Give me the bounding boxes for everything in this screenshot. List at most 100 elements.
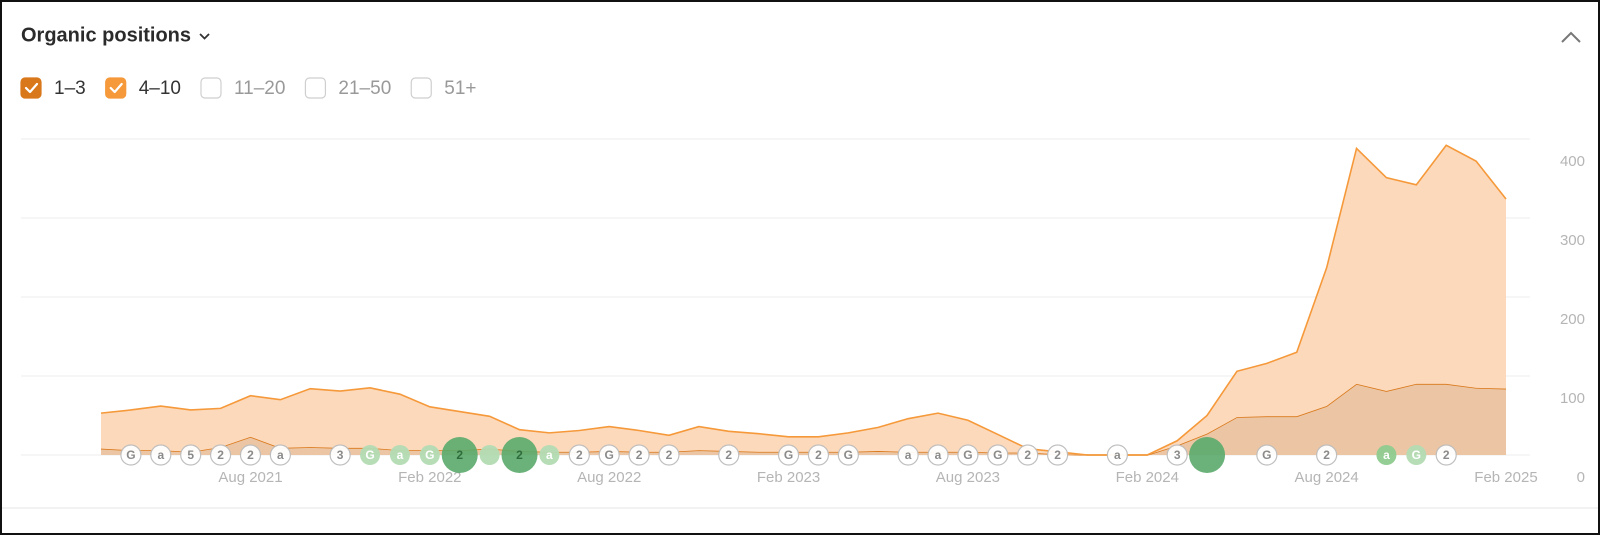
event-marker[interactable] [1189, 437, 1226, 473]
event-marker[interactable]: 2 [718, 444, 740, 466]
event-marker[interactable] [479, 445, 500, 465]
event-marker[interactable]: a [1106, 444, 1128, 466]
event-marker[interactable]: a [897, 444, 919, 466]
y-tick-label: 400 [1560, 153, 1585, 170]
event-circle[interactable] [1017, 444, 1039, 466]
legend-item[interactable]: 1–3 [20, 77, 86, 99]
checkbox[interactable] [200, 77, 222, 99]
legend-item[interactable]: 51+ [410, 77, 477, 99]
title-button[interactable]: Organic positions [21, 24, 210, 46]
legend-item[interactable]: 21–50 [304, 77, 391, 99]
legend-label[interactable]: 21–50 [338, 78, 391, 99]
event-circle[interactable] [1376, 445, 1397, 465]
event-circle[interactable] [658, 444, 680, 466]
x-tick-label: Feb 2023 [757, 469, 820, 486]
event-circle[interactable] [927, 444, 949, 466]
y-tick-label: 100 [1560, 390, 1585, 407]
event-circle[interactable] [329, 444, 351, 466]
event-circle[interactable] [777, 444, 800, 466]
event-marker[interactable]: G [837, 444, 859, 466]
event-circle[interactable] [239, 444, 262, 466]
event-circle[interactable] [987, 444, 1009, 466]
event-circle[interactable] [419, 445, 440, 465]
legend-label[interactable]: 1–3 [54, 78, 86, 99]
event-marker[interactable]: 3 [329, 444, 351, 466]
event-marker[interactable]: G [360, 445, 381, 465]
event-marker[interactable]: 2 [807, 444, 830, 466]
collapse-button[interactable] [1561, 31, 1581, 43]
event-label: 2 [1024, 448, 1031, 462]
checkmark [109, 82, 123, 94]
event-circle[interactable] [598, 444, 620, 466]
checkbox[interactable] [304, 77, 327, 99]
event-circle[interactable] [1046, 444, 1069, 466]
panel-title[interactable]: Organic positions [21, 24, 191, 46]
event-marker[interactable]: G [120, 444, 142, 466]
event-marker[interactable]: 3 [1166, 444, 1188, 466]
event-circle[interactable] [441, 437, 478, 473]
event-marker[interactable]: G [598, 444, 620, 466]
event-circle[interactable] [389, 445, 410, 465]
legend-label[interactable]: 4–10 [139, 78, 181, 99]
event-circle[interactable] [1106, 444, 1128, 466]
event-marker[interactable]: 2 [209, 444, 232, 466]
legend-label[interactable]: 51+ [444, 78, 476, 99]
event-marker[interactable]: 2 [1017, 444, 1039, 466]
event-marker[interactable]: 2 [658, 444, 680, 466]
event-marker[interactable]: G [419, 445, 440, 465]
checkbox[interactable] [20, 77, 42, 99]
checkbox[interactable] [410, 77, 432, 99]
event-marker[interactable]: 5 [180, 444, 202, 466]
event-circle[interactable] [120, 444, 142, 466]
event-circle[interactable] [501, 437, 538, 473]
event-marker[interactable]: 2 [568, 444, 590, 466]
event-circle[interactable] [209, 444, 232, 466]
event-marker[interactable]: 2 [1316, 444, 1338, 466]
event-circle[interactable] [1316, 444, 1338, 466]
event-circle[interactable] [628, 444, 650, 466]
event-marker[interactable]: a [927, 444, 949, 466]
event-marker[interactable]: G [957, 444, 979, 466]
event-circle[interactable] [180, 444, 202, 466]
event-marker[interactable]: G [1256, 444, 1278, 466]
event-label: 2 [666, 448, 673, 462]
dropdown-chevron[interactable] [199, 33, 210, 40]
legend-item[interactable]: 4–10 [105, 77, 181, 99]
event-marker[interactable]: a [269, 444, 291, 466]
event-circle[interactable] [807, 444, 830, 466]
event-circle[interactable] [150, 444, 172, 466]
event-circle[interactable] [479, 445, 500, 465]
legend-item[interactable]: 11–20 [200, 77, 285, 99]
event-marker[interactable]: 2 [1435, 444, 1457, 466]
legend-label[interactable]: 11–20 [234, 78, 285, 99]
event-marker[interactable]: 2 [239, 444, 262, 466]
event-circle[interactable] [269, 444, 291, 466]
event-circle[interactable] [1406, 445, 1427, 465]
event-marker[interactable]: a [150, 444, 172, 466]
x-tick-label: Aug 2024 [1295, 469, 1359, 486]
event-marker[interactable]: G [1406, 445, 1427, 465]
event-marker[interactable]: G [987, 444, 1009, 466]
event-circle[interactable] [1435, 444, 1457, 466]
event-label: a [1114, 448, 1121, 462]
event-marker[interactable]: 2 [628, 444, 650, 466]
event-marker[interactable]: a [539, 445, 560, 465]
event-circle[interactable] [718, 444, 740, 466]
event-label: G [365, 448, 374, 462]
event-circle[interactable] [360, 445, 381, 465]
event-marker[interactable]: a [389, 445, 410, 465]
event-circle[interactable] [1166, 444, 1188, 466]
event-marker[interactable]: a [1376, 445, 1397, 465]
event-circle[interactable] [539, 445, 560, 465]
event-circle[interactable] [957, 444, 979, 466]
event-marker[interactable]: 2 [501, 437, 538, 473]
event-circle[interactable] [897, 444, 919, 466]
event-marker[interactable]: 2 [1046, 444, 1069, 466]
checkbox[interactable] [105, 77, 127, 99]
event-circle[interactable] [1256, 444, 1278, 466]
event-circle[interactable] [837, 444, 859, 466]
event-circle[interactable] [568, 444, 590, 466]
event-circle[interactable] [1189, 437, 1226, 473]
event-marker[interactable]: G [777, 444, 800, 466]
event-marker[interactable]: 2 [441, 437, 478, 473]
